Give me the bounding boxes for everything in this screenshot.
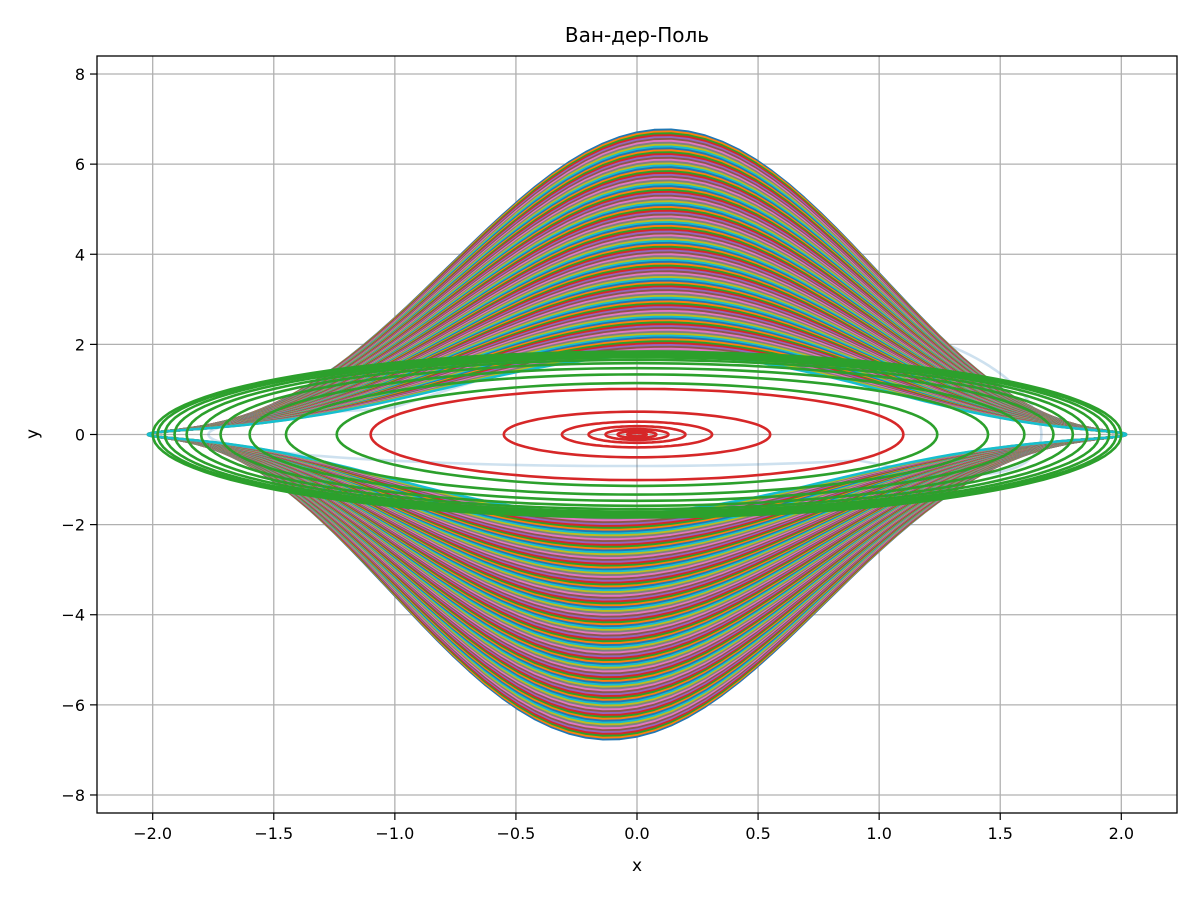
y-tick-label: 4 <box>75 245 85 264</box>
chart-title: Ван-дер-Поль <box>565 23 709 47</box>
series-line <box>604 427 670 442</box>
x-tick-label: −1.0 <box>375 824 414 843</box>
y-tick-label: 0 <box>75 426 85 445</box>
series-line <box>173 354 1101 515</box>
series-line <box>587 424 687 445</box>
x-tick-label: 1.0 <box>866 824 891 843</box>
series-line <box>199 358 1075 511</box>
y-tick-label: −6 <box>61 696 85 715</box>
y-tick-label: −4 <box>61 606 85 625</box>
x-axis-label: x <box>632 856 642 876</box>
x-tick-label: 0.5 <box>745 824 770 843</box>
series-line <box>335 381 939 488</box>
series-line <box>369 387 905 482</box>
ticks: −2.0 −1.5 −1.0 −0.5 0.0 0.5 1.0 1.5 2.0 −8 −6 −4 −2 0… <box>61 65 1134 843</box>
x-tick-label: −1.5 <box>254 824 293 843</box>
x-tick-label: 1.5 <box>988 824 1013 843</box>
y-tick-label: −2 <box>61 516 85 535</box>
x-tick-label: 0.0 <box>624 824 649 843</box>
x-tick-label: 2.0 <box>1109 824 1134 843</box>
series-line <box>626 431 648 438</box>
y-axis-label: y <box>23 429 43 439</box>
y-tick-label: 2 <box>75 335 85 354</box>
plot-area <box>146 128 1128 741</box>
series-line <box>185 356 1089 513</box>
x-tick-label: −2.0 <box>133 824 172 843</box>
y-tick-label: −8 <box>61 786 85 805</box>
series-line <box>616 429 658 440</box>
series-line <box>284 373 990 496</box>
series-line <box>502 410 772 459</box>
series-line <box>219 361 1055 508</box>
y-tick-label: 6 <box>75 155 85 174</box>
series-line <box>248 366 1026 503</box>
y-tick-label: 8 <box>75 65 85 84</box>
series-line <box>560 420 714 449</box>
series-line <box>163 352 1111 517</box>
series-line <box>151 350 1123 519</box>
x-tick-label: −0.5 <box>496 824 535 843</box>
